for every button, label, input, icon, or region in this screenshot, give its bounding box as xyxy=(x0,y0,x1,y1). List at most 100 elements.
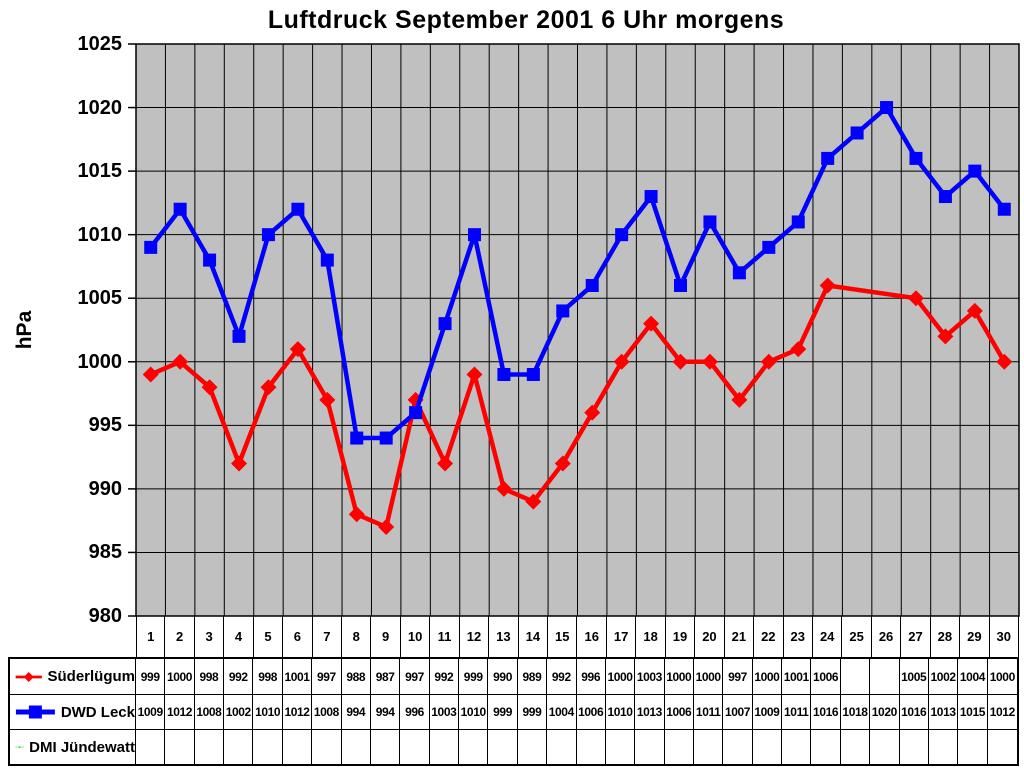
series-name-label: DWD Leck xyxy=(60,703,135,721)
table-cell xyxy=(870,730,900,764)
x-axis-day-label: 26 xyxy=(872,616,902,657)
diamond-marker-icon xyxy=(289,341,306,358)
table-cell: 997 xyxy=(400,659,430,694)
table-cell: 1006 xyxy=(665,695,694,729)
table-cell xyxy=(488,730,518,764)
table-cell: 1011 xyxy=(694,695,724,729)
table-cell: 1016 xyxy=(900,695,929,729)
diamond-marker-icon xyxy=(701,353,718,370)
table-cell: 989 xyxy=(518,659,548,694)
x-axis-day-label: 3 xyxy=(195,616,225,657)
square-marker-icon xyxy=(291,202,305,216)
table-cell: 999 xyxy=(136,659,166,694)
square-marker-icon xyxy=(585,279,599,293)
square-marker-icon xyxy=(644,190,658,204)
square-marker-icon xyxy=(261,228,275,242)
x-axis-day-label: 13 xyxy=(489,616,519,657)
table-cell: 997 xyxy=(312,659,342,694)
square-marker-icon xyxy=(526,367,540,381)
table-cell xyxy=(195,730,225,764)
table-row: DMI Jündewatt xyxy=(10,729,1017,764)
diamond-marker-icon xyxy=(437,455,454,472)
x-axis-day-label: 28 xyxy=(931,616,961,657)
y-axis-tick-label: 995 xyxy=(88,414,122,437)
diamond-marker-icon xyxy=(966,302,983,319)
square-marker-icon xyxy=(232,329,246,343)
table-cell: 1013 xyxy=(929,695,959,729)
table-cell: 1008 xyxy=(195,695,225,729)
table-cell: 1009 xyxy=(136,695,166,729)
y-axis-tick-label: 1020 xyxy=(77,96,123,119)
table-cell: 1009 xyxy=(753,695,783,729)
x-axis-day-label: 22 xyxy=(754,616,784,657)
x-axis-day-label: 25 xyxy=(842,616,872,657)
square-marker-icon xyxy=(556,304,570,318)
table-cell: 1000 xyxy=(753,659,783,694)
x-axis-day-label: 11 xyxy=(430,616,460,657)
table-cell xyxy=(635,730,665,764)
square-marker-icon xyxy=(615,228,629,242)
plot-area xyxy=(128,43,1020,617)
diamond-marker-icon xyxy=(319,391,336,408)
square-marker-icon xyxy=(850,126,864,140)
x-axis-day-label: 9 xyxy=(371,616,401,657)
table-cell: 1012 xyxy=(989,705,1016,719)
table-cell: 1018 xyxy=(841,695,871,729)
table-cell xyxy=(841,659,871,694)
square-marker-icon xyxy=(409,406,423,420)
table-cell: 1008 xyxy=(312,695,342,729)
x-axis-day-label: 10 xyxy=(401,616,431,657)
table-cell: 994 xyxy=(371,695,401,729)
x-axis-day-label: 5 xyxy=(254,616,284,657)
table-cell: 998 xyxy=(253,659,283,694)
table-cell xyxy=(988,730,1017,764)
square-marker-icon xyxy=(438,317,452,331)
diamond-marker-icon xyxy=(260,379,277,396)
table-cell xyxy=(547,730,577,764)
table-cell: 1000 xyxy=(665,659,694,694)
square-marker-icon xyxy=(938,190,952,204)
y-axis-tick-label: 990 xyxy=(88,477,122,500)
x-axis-day-label: 20 xyxy=(695,616,725,657)
table-cell xyxy=(577,730,606,764)
x-axis-day-label: 15 xyxy=(548,616,578,657)
x-axis-day-label: 6 xyxy=(283,616,313,657)
table-cell: 1004 xyxy=(958,659,988,694)
table-cell xyxy=(694,730,724,764)
table-cell: 1013 xyxy=(635,695,665,729)
square-marker-icon xyxy=(379,431,393,445)
y-axis-title: hPa xyxy=(13,310,36,350)
x-axis-day-label: 8 xyxy=(342,616,372,657)
square-marker-icon xyxy=(203,253,217,267)
x-axis-day-label: 29 xyxy=(960,616,990,657)
diamond-marker-icon xyxy=(937,328,954,345)
table-cell xyxy=(870,659,900,694)
table-cell xyxy=(841,730,871,764)
diamond-marker-icon xyxy=(584,404,601,421)
table-cell: 997 xyxy=(723,659,753,694)
x-axis-day-row: 1 2 3 4 5 6 7 8 9 10 11 12 13 14 15 16 17 18 19 20 21 22 23 24 2… xyxy=(136,616,1019,657)
square-marker-icon xyxy=(703,215,717,229)
table-cell xyxy=(900,730,929,764)
legend-cell: DWD Leck xyxy=(10,695,136,729)
table-cell: 996 xyxy=(400,695,430,729)
table-cell: 996 xyxy=(577,659,606,694)
table-cell: 992 xyxy=(547,659,577,694)
table-cell xyxy=(253,730,283,764)
x-axis-day-label: 17 xyxy=(607,616,637,657)
table-cell xyxy=(518,730,548,764)
diamond-marker-icon xyxy=(495,480,512,497)
series-name-label: Süderlügum xyxy=(47,668,135,685)
x-axis-day-label: 30 xyxy=(990,616,1019,657)
table-cell xyxy=(811,730,841,764)
table-cell: 1007 xyxy=(723,695,753,729)
x-axis-day-label: 1 xyxy=(136,616,166,657)
square-marker-icon xyxy=(350,431,364,445)
square-marker-icon xyxy=(997,202,1011,216)
square-marker-icon xyxy=(28,705,42,719)
table-cell: 1020 xyxy=(870,695,900,729)
table-cell xyxy=(371,730,401,764)
x-axis-day-label: 16 xyxy=(577,616,607,657)
x-axis-day-label: 12 xyxy=(460,616,490,657)
table-cell: 1010 xyxy=(253,695,283,729)
